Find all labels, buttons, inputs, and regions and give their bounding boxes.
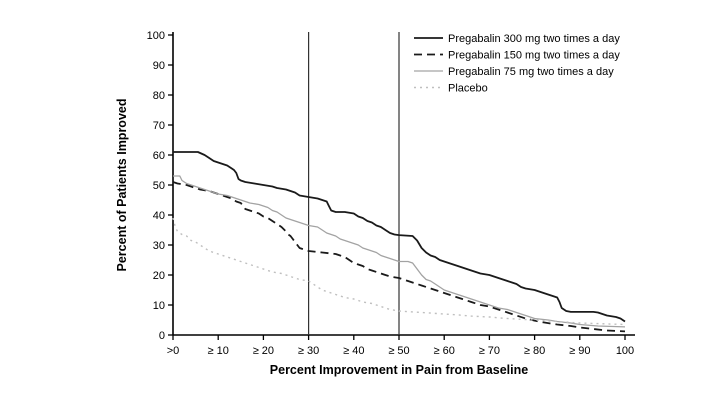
legend-label-pregabalin-75: Pregabalin 75 mg two times a day: [448, 66, 614, 78]
y-tick-label: 40: [153, 210, 165, 222]
series-line-pregabalin-300: [173, 151, 626, 323]
axes-layer: 0 10 20 30 40 50 60 70 80 90 100 >0 ≥ 10 ≥ 20 ≥ 30 ≥ 40…: [147, 30, 635, 357]
x-tick-label: 100: [616, 345, 634, 357]
x-tick-label: ≥ 20: [253, 345, 274, 357]
legend-label-pregabalin-150: Pregabalin 150 mg two times a day: [448, 50, 620, 62]
x-tick-label: ≥ 70: [479, 345, 500, 357]
x-tick-label: ≥ 50: [388, 345, 409, 357]
y-tick-label: 30: [153, 240, 165, 252]
y-tick-label: 60: [153, 150, 165, 162]
x-tick-label: ≥ 30: [298, 345, 319, 357]
x-tick-label: ≥ 60: [434, 345, 455, 357]
legend-item-pregabalin-75: Pregabalin 75 mg two times a day: [414, 66, 614, 78]
series-line-pregabalin-75: [173, 175, 626, 328]
legend-label-placebo: Placebo: [448, 83, 488, 95]
series-line-placebo: [172, 217, 626, 326]
series-layer: [172, 151, 626, 333]
x-tick-label: >0: [167, 345, 180, 357]
y-tick-label: 90: [153, 60, 165, 72]
y-axis-title: Percent of Patients Improved: [115, 99, 129, 272]
y-tick-label: 50: [153, 180, 165, 192]
y-tick-label: 100: [147, 30, 165, 42]
y-tick-label: 10: [153, 300, 165, 312]
legend-item-pregabalin-150: Pregabalin 150 mg two times a day: [414, 50, 620, 62]
series-line-pregabalin-150: [172, 181, 626, 333]
y-tick-label: 0: [159, 330, 165, 342]
y-tick-label: 80: [153, 90, 165, 102]
x-tick-label: ≥ 80: [524, 345, 545, 357]
legend-label-pregabalin-300: Pregabalin 300 mg two times a day: [448, 33, 620, 45]
x-tick-label: ≥ 90: [569, 345, 590, 357]
legend-item-placebo: Placebo: [414, 83, 488, 95]
y-tick-label: 70: [153, 120, 165, 132]
legend: Pregabalin 300 mg two times a day Pregaba…: [414, 33, 620, 95]
x-tick-label: ≥ 40: [343, 345, 364, 357]
x-tick-label: ≥ 10: [208, 345, 229, 357]
x-axis-title: Percent Improvement in Pain from Baselin…: [270, 363, 528, 377]
legend-item-pregabalin-300: Pregabalin 300 mg two times a day: [414, 33, 620, 45]
y-tick-label: 20: [153, 270, 165, 282]
